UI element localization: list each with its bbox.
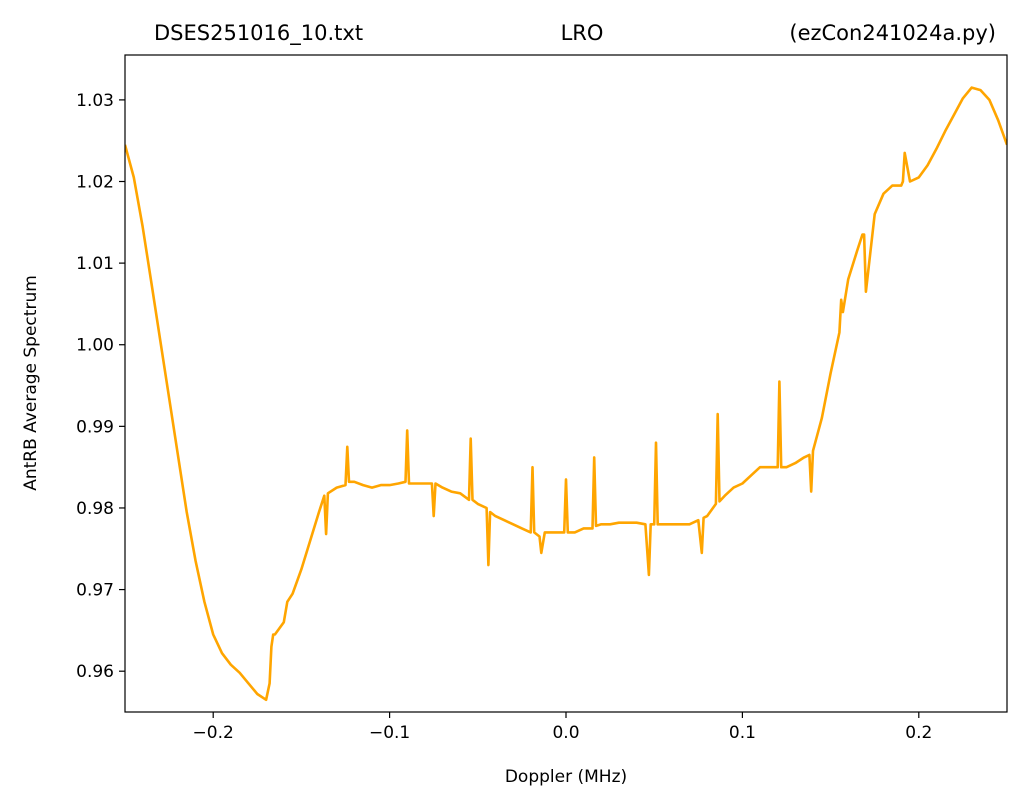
x-tick-label: 0.0	[552, 723, 579, 743]
x-tick-label: −0.1	[369, 723, 410, 743]
x-tick-label: 0.2	[905, 723, 932, 743]
title-filename: DSES251016_10.txt	[154, 21, 363, 46]
title-target: LRO	[561, 21, 604, 45]
y-tick-label: 1.01	[76, 254, 114, 274]
x-tick-label: 0.1	[729, 723, 756, 743]
x-axis-label: Doppler (MHz)	[505, 767, 627, 787]
plot-frame	[124, 54, 1008, 713]
axis-ticks: −0.2 −0.1 0.0 0.1 0.2 0.96 0.97 0.98 0.99 1.00 1.0…	[76, 91, 932, 743]
y-tick-label: 0.97	[76, 581, 114, 601]
chart-title: DSES251016_10.txt LRO (ezCon241024a.py)	[154, 21, 996, 46]
y-tick-label: 1.03	[76, 91, 114, 111]
y-tick-label: 0.96	[76, 662, 114, 682]
y-tick-label: 0.99	[76, 417, 114, 437]
x-tick-label: −0.2	[193, 723, 234, 743]
y-tick-label: 1.00	[76, 336, 114, 356]
spectrum-line-0	[125, 86, 1007, 702]
y-tick-label: 0.98	[76, 499, 114, 519]
title-script: (ezCon241024a.py)	[789, 21, 996, 45]
y-axis-label: AntRB Average Spectrum	[21, 275, 41, 491]
plot-area	[125, 86, 1007, 702]
y-tick-label: 1.02	[76, 173, 114, 193]
